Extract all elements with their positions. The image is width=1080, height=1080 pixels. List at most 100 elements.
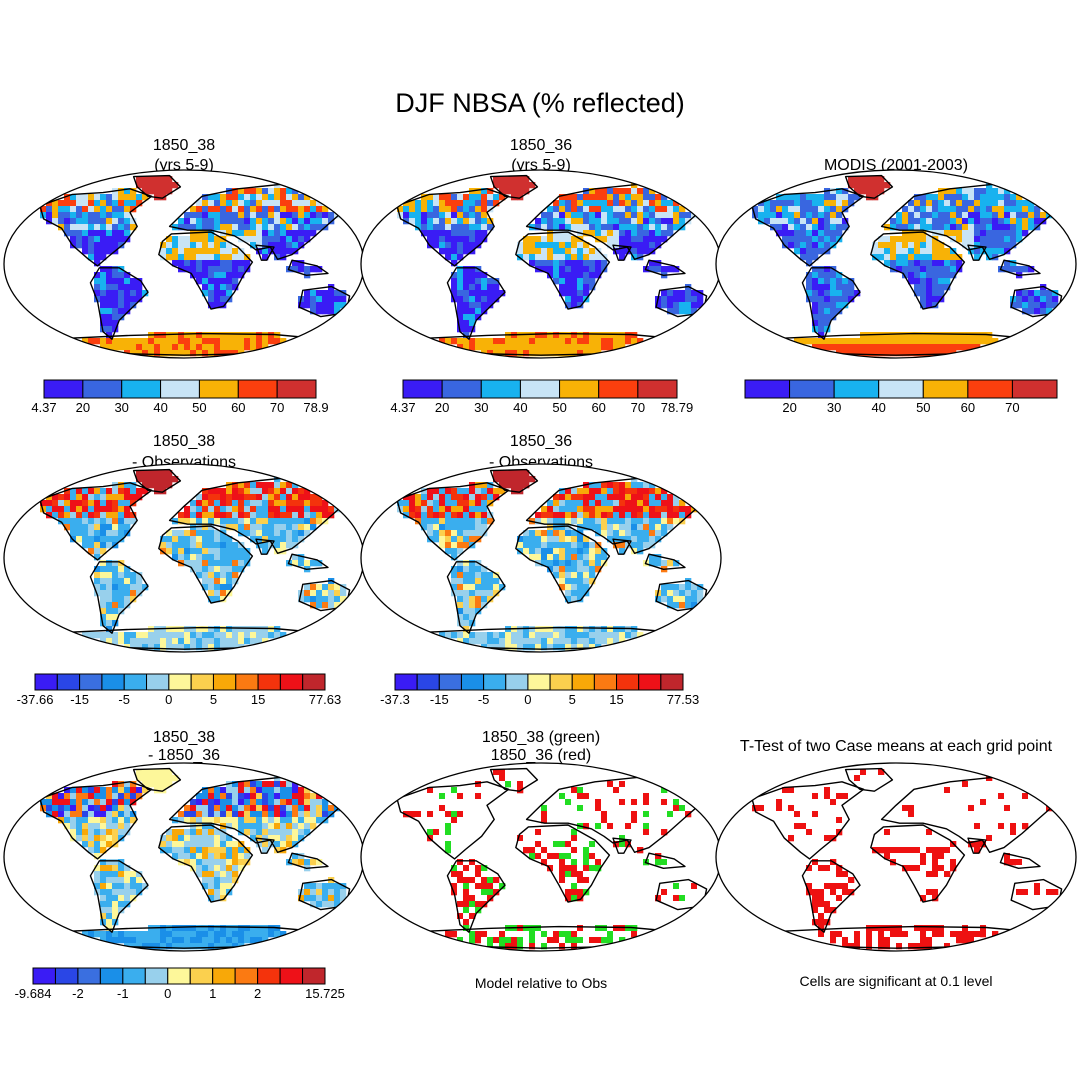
coast-india <box>967 244 987 261</box>
colorbar-label: 40 <box>153 400 167 415</box>
colorbar-label: 15.725 <box>305 986 345 1001</box>
panel-p5: 1850_36- Observations-37.3 -15 -5 0 5 15 77.53 <box>360 433 722 707</box>
colorbar-swatch <box>212 673 237 691</box>
colorbar-swatch <box>638 673 662 691</box>
coast-eurasia <box>880 182 1063 260</box>
coastlines <box>751 767 1063 949</box>
colorbar-label: 5 <box>569 692 576 707</box>
colorbar-label: -5 <box>478 692 490 707</box>
colorbar-swatch <box>189 967 214 985</box>
coast-northAmerica <box>396 482 510 561</box>
colorbar-label: 50 <box>192 400 206 415</box>
coast-greenland <box>489 174 539 199</box>
colorbar-swatch <box>257 967 281 985</box>
colorbar-swatch <box>438 673 462 691</box>
colorbar-label: -2 <box>72 986 84 1001</box>
coast-africa <box>870 231 966 310</box>
colorbar-label: 78.9 <box>303 400 328 415</box>
panel-p3: MODIS (2001-2003) 20 30 40 50 60 70 <box>715 157 1077 415</box>
panel-p2: 1850_36(yrs 5-9)4.37 20 30 40 50 60 70 78.79 <box>360 137 722 415</box>
colorbar-label: -1 <box>117 986 129 1001</box>
colorbar-swatch <box>833 379 880 399</box>
coast-northAmerica <box>396 188 510 267</box>
coast-northAmerica <box>39 781 153 860</box>
coast-seAsia <box>287 553 329 570</box>
colorbar-swatch <box>571 673 595 691</box>
colorbar-label: 15 <box>609 692 623 707</box>
colorbar-label: 15 <box>251 692 265 707</box>
panel-title-line: 1850_36 <box>510 433 572 450</box>
coast-india <box>255 538 275 555</box>
colorbar-swatch <box>402 379 443 399</box>
colorbar-swatch <box>527 673 551 691</box>
colorbar-label: 20 <box>76 400 90 415</box>
colorbar-label: 1 <box>209 986 216 1001</box>
colorbar-label: 0 <box>164 986 171 1001</box>
colorbar-label: 70 <box>1005 400 1019 415</box>
colorbar-swatch <box>34 673 58 691</box>
coast-africa <box>158 231 254 310</box>
coast-india <box>255 244 275 261</box>
figure-title: DJF NBSA (% reflected) <box>395 88 685 118</box>
coast-eurasia <box>168 476 351 554</box>
coast-eurasia <box>525 182 708 260</box>
coast-northAmerica <box>396 781 510 860</box>
colorbar-swatch <box>441 379 482 399</box>
colorbar-swatch <box>505 673 529 691</box>
coast-southAmerica <box>801 860 861 933</box>
colorbar-label: -5 <box>118 692 130 707</box>
coast-india <box>612 837 632 854</box>
colorbar-swatch <box>637 379 678 399</box>
colorbar-swatch <box>257 673 281 691</box>
colorbar-swatch <box>237 379 278 399</box>
colorbar-swatch <box>160 379 200 399</box>
panel-p9: T-Test of two Case means at each grid po… <box>715 738 1077 989</box>
colorbar-swatch <box>168 673 192 691</box>
colorbar: 4.37 20 30 40 50 60 70 78.79 <box>390 379 694 415</box>
colorbar-label: 77.63 <box>309 692 342 707</box>
coast-seAsia <box>287 259 329 276</box>
panel-title-line: 1850_36 (red) <box>491 747 592 764</box>
colorbar-swatch <box>967 379 1013 399</box>
colorbar-swatch <box>190 673 214 691</box>
colorbar-swatch <box>598 379 639 399</box>
colorbar-swatch <box>146 673 170 691</box>
colorbar-swatch <box>616 673 640 691</box>
coast-seAsia <box>287 852 329 869</box>
panel-title-line: 1850_38 <box>153 433 215 450</box>
coast-seAsia <box>999 852 1041 869</box>
map-border <box>715 762 1077 952</box>
coast-southAmerica <box>446 267 506 340</box>
panel-p7: 1850_38- 1850_36 -9.684 -2 -1 0 1 2 15.725 <box>3 729 365 1001</box>
colorbar-swatch <box>101 673 125 691</box>
colorbar-label: -15 <box>430 692 449 707</box>
colorbar-label: 60 <box>231 400 245 415</box>
coast-southAmerica <box>446 860 506 933</box>
colorbar-label: 40 <box>871 400 885 415</box>
panel-title-line: MODIS (2001-2003) <box>824 157 968 174</box>
colorbar-label: 50 <box>916 400 930 415</box>
coast-india <box>612 538 632 555</box>
colorbar-label: 2 <box>254 986 261 1001</box>
coast-africa <box>515 824 611 903</box>
panel-title-line: 1850_38 <box>153 137 215 154</box>
coast-africa <box>515 525 611 604</box>
colorbar-swatch <box>79 673 103 691</box>
coast-africa <box>158 824 254 903</box>
colorbar-label: 0 <box>524 692 531 707</box>
colorbar-swatch <box>460 673 485 691</box>
colorbar-swatch <box>82 379 123 399</box>
colorbar-swatch <box>549 673 573 691</box>
coast-greenland <box>489 468 539 493</box>
coast-india <box>612 244 632 261</box>
colorbar-swatch <box>121 379 162 399</box>
coast-greenland <box>489 767 539 792</box>
coast-northAmerica <box>39 188 153 267</box>
colorbar-label: -37.66 <box>17 692 54 707</box>
colorbar-label: 20 <box>435 400 449 415</box>
colorbar-label: 78.79 <box>661 400 694 415</box>
coast-africa <box>158 525 254 604</box>
colorbar-label: 70 <box>270 400 284 415</box>
coast-southAmerica <box>801 267 861 340</box>
panel-p8: 1850_38 (green)1850_36 (red) Model relati… <box>360 729 722 991</box>
